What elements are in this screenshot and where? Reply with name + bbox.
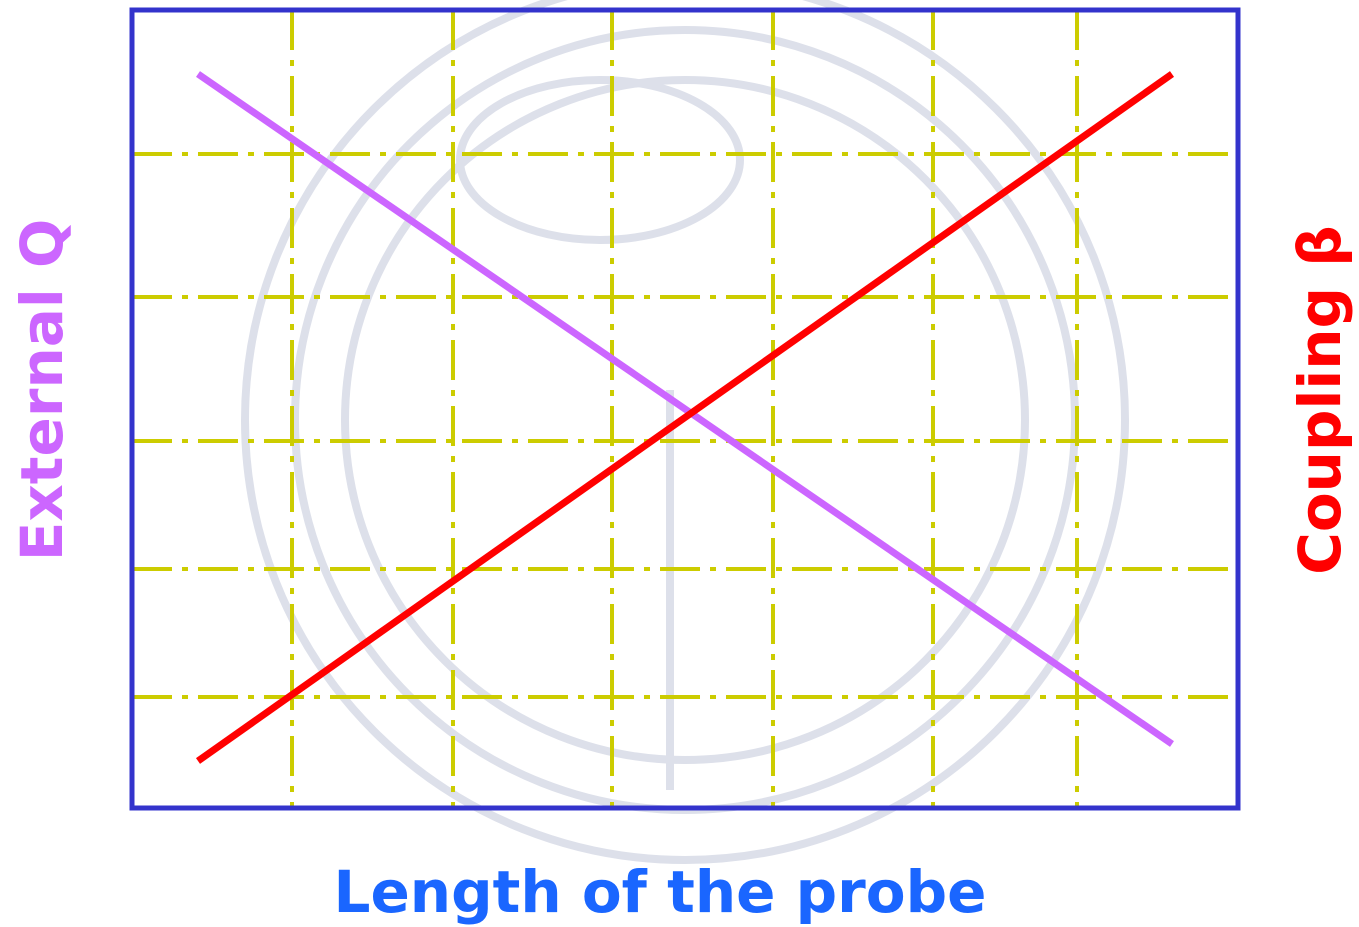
plot-frame xyxy=(129,7,1241,811)
external-q-line xyxy=(196,71,1174,747)
coupling-line xyxy=(195,71,1175,764)
right-axis-label: Coupling β xyxy=(1286,225,1354,575)
left-axis-label: External Q xyxy=(8,219,76,562)
x-axis-label: Length of the probe xyxy=(334,858,987,926)
watermark xyxy=(241,0,1129,864)
